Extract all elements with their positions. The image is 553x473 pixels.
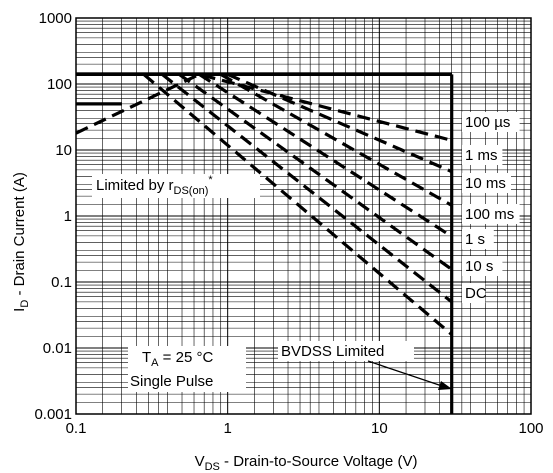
series-label: 10 ms (465, 175, 506, 192)
annotation-background (128, 346, 246, 392)
y-axis-symbol: I (11, 308, 28, 312)
y-tick-label: 10 (55, 142, 72, 159)
y-axis-subscript: D (19, 300, 31, 308)
series-label: DC (465, 285, 487, 302)
annotation-background (92, 174, 260, 198)
ta-subscript: A (151, 357, 159, 369)
rds-limit-annotation: Limited by rDS(on)* (96, 174, 213, 197)
series-label-background (462, 173, 511, 193)
rds-limit-superscript: * (208, 174, 213, 186)
x-tick-label: 1 (223, 420, 231, 437)
series-label: 100 µs (465, 114, 510, 131)
x-tick-label: 10 (371, 420, 388, 437)
series-line-2 (219, 73, 453, 207)
y-tick-label: 0.1 (51, 274, 72, 291)
series-line-5 (161, 73, 453, 304)
single-pulse-annotation: Single Pulse (130, 373, 213, 390)
series-label-background (462, 283, 486, 303)
rds-limit-subscript: DS(on) (174, 185, 209, 197)
series-line-4 (178, 73, 453, 271)
x-axis-symbol: V (195, 453, 205, 470)
label-backgrounds (92, 174, 414, 392)
series-label: 1 ms (465, 147, 498, 164)
series-label: 10 s (465, 258, 493, 275)
series-label-background (462, 112, 520, 132)
x-axis-text: - Drain-to-Source Voltage (V) (220, 453, 418, 470)
series-line-0 (75, 72, 453, 142)
series-line-1 (227, 72, 453, 174)
y-axis-text: - Drain Current (A) (11, 172, 28, 300)
series-line-6 (142, 73, 453, 336)
ta-annotation: TA = 25 °C (142, 349, 213, 369)
x-axis-subscript: DS (205, 461, 220, 473)
series-label-background (462, 204, 520, 224)
series-label-background (462, 145, 503, 165)
series-label: 100 ms (465, 206, 514, 223)
chart-curves: 100 µs 1 ms 10 ms 100 ms 1 s 10 s DC (75, 72, 520, 414)
series-label-background (462, 229, 494, 249)
annotation-background (278, 341, 414, 361)
bvdss-arrow-line (367, 360, 443, 387)
series-label-background (462, 256, 503, 276)
bvdss-arrowhead (438, 381, 452, 390)
y-tick-label: 1 (64, 208, 72, 225)
x-axis-title: VDS - Drain-to-Source Voltage (V) (195, 453, 418, 473)
series-line-3 (198, 73, 453, 238)
tick-labels: 0.001 0.01 0.1 1 10 100 1000 0.1 1 10 100 (34, 10, 543, 437)
x-tick-label: 0.1 (66, 420, 87, 437)
ta-symbol: T (142, 349, 151, 366)
y-tick-label: 1000 (39, 10, 72, 27)
ta-value: = 25 °C (159, 349, 214, 366)
x-tick-label: 100 (518, 420, 543, 437)
y-tick-label: 0.001 (34, 406, 72, 423)
bvdss-annotation: BVDSS Limited (281, 343, 384, 360)
y-tick-label: 0.01 (43, 340, 72, 357)
rds-limit-text: Limited by r (96, 177, 174, 194)
y-tick-label: 100 (47, 76, 72, 93)
y-axis-title: ID - Drain Current (A) (11, 172, 31, 312)
series-label: 1 s (465, 231, 485, 248)
plot-frame (75, 17, 532, 415)
